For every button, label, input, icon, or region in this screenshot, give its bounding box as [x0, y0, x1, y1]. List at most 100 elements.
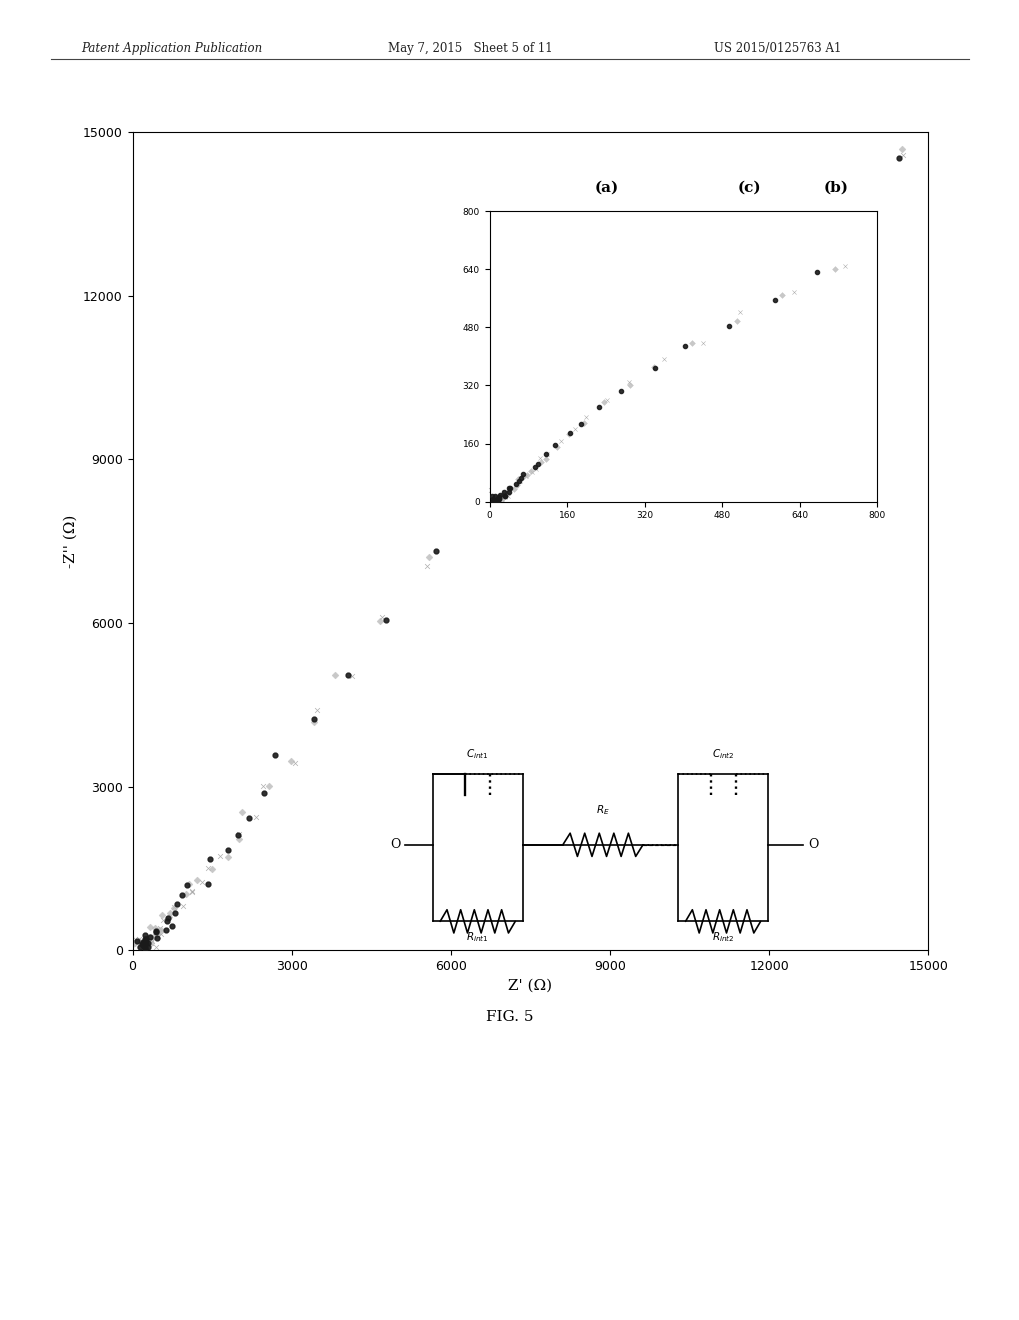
- Point: [160, 907, 176, 928]
- X-axis label: Z' (Ω): Z' (Ω): [507, 978, 552, 993]
- Point: [142, 916, 158, 937]
- Point: [255, 776, 271, 797]
- Point: [138, 933, 154, 954]
- Point: [138, 935, 154, 956]
- Point: [136, 932, 152, 953]
- Point: [282, 750, 299, 771]
- Point: [591, 396, 607, 417]
- Text: (b): (b): [823, 181, 848, 194]
- Point: [140, 927, 156, 948]
- Point: [127, 929, 144, 950]
- Point: [371, 610, 387, 631]
- Point: [136, 937, 152, 958]
- Point: [488, 488, 504, 510]
- Point: [486, 490, 502, 511]
- Point: [512, 471, 528, 492]
- Point: [204, 858, 220, 879]
- Text: US 2015/0125763 A1: US 2015/0125763 A1: [713, 42, 841, 55]
- Text: O: O: [389, 838, 399, 851]
- Point: [491, 492, 507, 513]
- Point: [490, 486, 506, 507]
- Point: [566, 403, 582, 424]
- Text: FIG. 5: FIG. 5: [486, 1010, 533, 1024]
- Point: [645, 356, 661, 378]
- Text: $R_E$: $R_E$: [595, 803, 609, 817]
- Point: [165, 896, 181, 917]
- Point: [142, 927, 158, 948]
- Point: [487, 491, 503, 512]
- Point: [138, 928, 154, 949]
- Point: [484, 491, 500, 512]
- Point: [785, 282, 801, 304]
- Point: [489, 490, 505, 511]
- Point: [489, 488, 505, 510]
- Point: [766, 290, 783, 312]
- Point: [493, 488, 510, 510]
- Point: [732, 302, 748, 323]
- Point: [559, 391, 576, 412]
- Point: [491, 469, 507, 490]
- Point: [837, 255, 853, 276]
- Point: [491, 488, 507, 510]
- Point: [720, 315, 737, 337]
- Point: [189, 870, 205, 891]
- Point: [144, 931, 160, 952]
- Point: [143, 932, 159, 953]
- Point: [507, 475, 524, 496]
- Point: [486, 486, 502, 507]
- Point: [201, 849, 217, 870]
- Point: [508, 474, 525, 495]
- Point: [135, 932, 151, 953]
- Point: [488, 486, 504, 507]
- Point: [531, 447, 547, 469]
- Point: [507, 474, 524, 495]
- Point: [137, 924, 153, 945]
- Point: [498, 482, 515, 503]
- Point: [168, 892, 184, 913]
- Point: [137, 939, 153, 960]
- Point: [537, 447, 553, 469]
- Point: [677, 335, 693, 356]
- Point: [131, 937, 148, 958]
- Point: [559, 424, 576, 445]
- Point: [491, 484, 507, 506]
- Point: [248, 807, 264, 828]
- Point: [378, 610, 394, 631]
- Point: [162, 903, 178, 924]
- Point: [499, 486, 516, 507]
- Point: [765, 231, 782, 252]
- Point: [141, 929, 157, 950]
- Point: [153, 920, 169, 941]
- Point: [808, 261, 824, 282]
- Point: [195, 871, 211, 892]
- Point: [595, 392, 611, 413]
- Point: [490, 487, 506, 508]
- Point: [484, 488, 500, 510]
- Point: [178, 875, 195, 896]
- Point: [493, 491, 510, 512]
- Point: [487, 488, 503, 510]
- Point: [511, 471, 527, 492]
- Point: [489, 491, 505, 512]
- Point: [486, 491, 502, 512]
- Point: [231, 824, 248, 845]
- Point: [622, 374, 638, 395]
- Point: [139, 935, 155, 956]
- Point: [487, 486, 503, 507]
- Point: [327, 664, 343, 685]
- Point: [151, 919, 167, 940]
- Point: [133, 933, 150, 954]
- Point: [515, 466, 531, 487]
- Point: [500, 478, 517, 499]
- Point: [492, 487, 508, 508]
- Point: [490, 486, 506, 507]
- Point: [131, 936, 148, 957]
- Point: [496, 486, 513, 507]
- Point: [646, 356, 662, 378]
- Point: [139, 935, 155, 956]
- Point: [261, 776, 277, 797]
- Point: [167, 903, 183, 924]
- Point: [549, 437, 566, 458]
- Point: [546, 434, 562, 455]
- Point: [694, 333, 710, 354]
